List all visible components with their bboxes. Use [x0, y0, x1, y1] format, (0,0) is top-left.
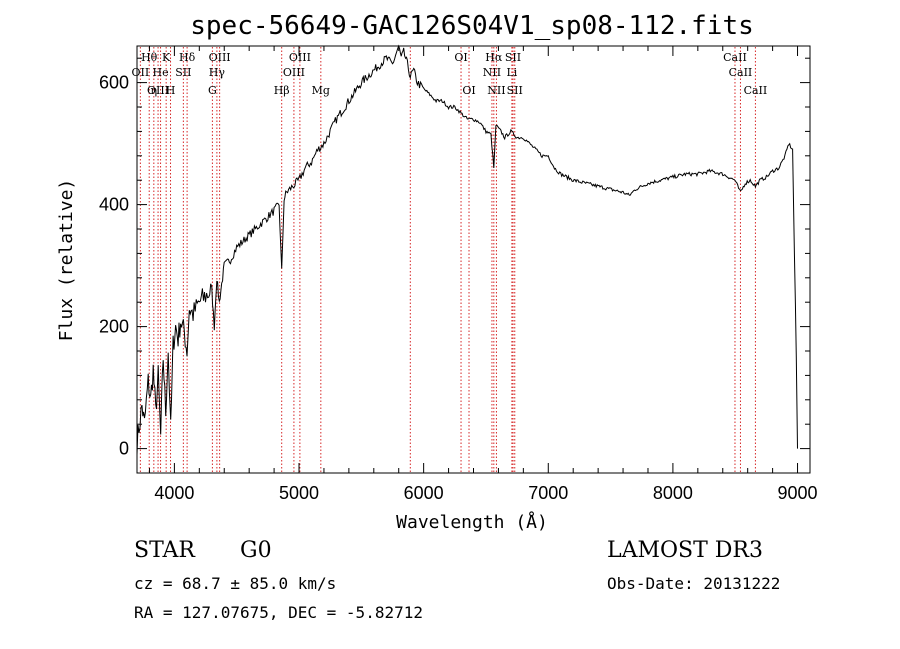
- y-tick-label: 600: [99, 73, 129, 93]
- spectral-line-label: G: [208, 84, 217, 97]
- x-axis-label: Wavelength (Å): [396, 511, 548, 533]
- x-tick-label: 4000: [154, 483, 194, 503]
- y-tick-label: 200: [99, 317, 129, 337]
- y-axis-label: Flux (relative): [56, 179, 77, 342]
- x-tick-label: 8000: [653, 483, 693, 503]
- x-tick-label: 6000: [404, 483, 444, 503]
- spectral-line-label: Mg: [312, 84, 330, 97]
- spectral-line-label: Hθ: [141, 51, 158, 64]
- spectral-line-label: SII: [507, 84, 523, 97]
- x-tick-label: 9000: [778, 483, 818, 503]
- spectral-line-label: OIII: [209, 51, 231, 64]
- spectral-line-label: CaII: [744, 84, 768, 97]
- object-class: STAR: [134, 538, 195, 563]
- object-subclass: G0: [240, 538, 272, 563]
- y-tick-label: 0: [119, 439, 129, 459]
- spectral-line-label: SII: [175, 66, 191, 79]
- chart-title: spec-56649-GAC126S04V1_sp08-112.fits: [190, 11, 754, 41]
- spectral-line-label: Hδ: [179, 51, 196, 64]
- axis-tick-labels: 4000 5000 6000 7000 8000 9000 0 200 400 600: [99, 73, 818, 503]
- spectral-line-markers: [139, 47, 756, 472]
- spectral-line-label: OI: [462, 84, 475, 97]
- ra-dec-coordinates: RA = 127.07675, DEC = -5.82712: [134, 603, 423, 622]
- spectral-line-label: CaII: [723, 51, 747, 64]
- observation-date: Obs-Date: 20131222: [607, 574, 781, 593]
- spectral-line-label: OIII: [283, 66, 305, 79]
- spectral-line-label: OI: [454, 51, 467, 64]
- spectral-line-label: Hα: [485, 51, 503, 64]
- spectral-line-label: NII: [483, 66, 501, 79]
- plot-frame: [136, 45, 811, 474]
- survey-name: LAMOST DR3: [607, 538, 763, 563]
- y-tick-label: 400: [99, 195, 129, 215]
- spectral-line-label: NII: [487, 84, 505, 97]
- spectral-line-label: Hγ: [209, 66, 226, 79]
- x-tick-label: 5000: [279, 483, 319, 503]
- x-tick-label: 7000: [528, 483, 568, 503]
- spectral-line-label: K: [162, 51, 171, 64]
- spectral-line-label: OIII: [147, 84, 169, 97]
- redshift-velocity: cz = 68.7 ± 85.0 km/s: [134, 574, 337, 593]
- spectral-line-label: Hβ: [274, 84, 290, 97]
- spectral-line-label: Li: [506, 66, 517, 79]
- spectral-line-label: He: [153, 66, 169, 79]
- spectral-line-label: H: [166, 84, 176, 97]
- spectrum-line: [136, 44, 798, 455]
- spectral-line-label: η: [151, 84, 158, 97]
- spectral-line-label: OIII: [289, 51, 311, 64]
- spectral-line-label: CaII: [729, 66, 753, 79]
- axis-ticks: [137, 46, 810, 474]
- spectral-line-label: OII: [132, 66, 150, 79]
- spectral-line-label: SII: [505, 51, 521, 64]
- spectral-line-labels: Hθ OII OIII He Kη H SII Hδ OIII Hγ G Hβ OIII OIII Mg OI…: [132, 51, 768, 97]
